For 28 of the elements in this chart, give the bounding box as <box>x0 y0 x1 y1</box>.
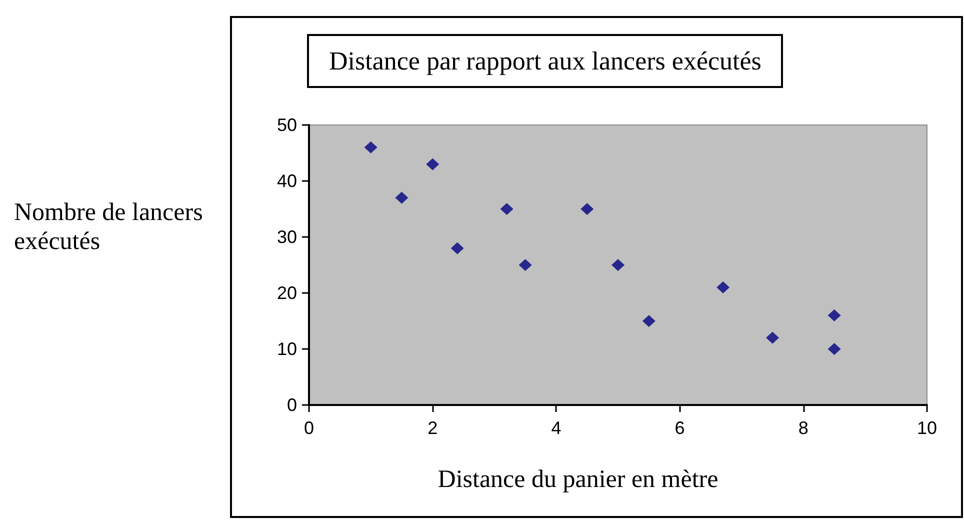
point <box>642 315 656 327</box>
point <box>716 281 730 294</box>
x-tick-label: 4 <box>551 418 562 438</box>
point <box>395 192 408 204</box>
y-tick-label: 30 <box>276 227 297 247</box>
point <box>500 203 514 215</box>
x-tick-label: 2 <box>428 418 438 438</box>
point <box>766 332 779 344</box>
chart-title: Distance par rapport aux lancers exécutés <box>329 46 762 76</box>
point <box>828 309 841 322</box>
point <box>518 259 532 271</box>
y-axis-title: Nombre de lancers exécutés <box>14 199 210 255</box>
x-tick-label: 6 <box>674 418 685 438</box>
y-tick-label: 0 <box>286 395 297 415</box>
y-tick-label: 20 <box>276 283 297 303</box>
x-tick-label: 10 <box>916 418 938 438</box>
x-tick-label: 0 <box>304 418 314 438</box>
point <box>612 259 624 271</box>
y-tick-label: 50 <box>276 115 297 135</box>
y-tick-label: 40 <box>276 171 297 191</box>
x-tick-label: 8 <box>798 418 808 438</box>
y-tick-label: 10 <box>276 339 297 359</box>
point <box>450 242 464 254</box>
point <box>580 203 594 215</box>
point <box>426 158 440 170</box>
x-axis-title: Distance du panier en mètre <box>438 466 718 493</box>
point <box>364 141 378 154</box>
point <box>828 343 841 355</box>
